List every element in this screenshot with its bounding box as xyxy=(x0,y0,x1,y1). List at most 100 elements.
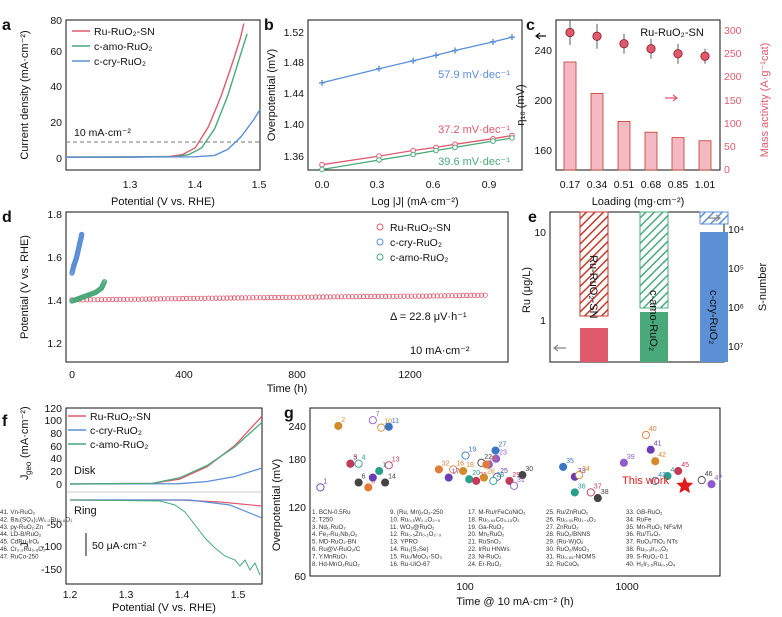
disk-line xyxy=(69,421,263,485)
data-point xyxy=(246,295,252,301)
tick-label: 10⁴ xyxy=(728,224,744,236)
data-point xyxy=(492,454,501,463)
data-point xyxy=(301,294,307,300)
data-point xyxy=(449,465,458,474)
reference-entry: 1. BCN-0.5Ru xyxy=(312,509,351,516)
panel-c-ylabel-right: Mass activity (A·g⁻¹cat) xyxy=(759,43,771,158)
tick-label: 1.6 xyxy=(47,252,62,264)
tick-label: 1.8 xyxy=(47,209,62,221)
reference-entry: 8. Hd-MnO₂RuO₂ xyxy=(312,561,360,568)
data-point xyxy=(371,293,378,299)
reference-entry: 7. Y.MnRuO₇ xyxy=(312,553,347,560)
point-label: 28 xyxy=(496,472,504,479)
data-point xyxy=(509,34,515,41)
reference-entry: 6. Ru@V-RuO₂/C xyxy=(312,546,361,553)
tick-label: -50 xyxy=(47,519,62,531)
data-point xyxy=(467,292,474,298)
tick-label: 20 xyxy=(50,466,62,478)
tick-label: 0.17 xyxy=(560,179,581,191)
data-point xyxy=(433,52,439,59)
tick-label: 0.68 xyxy=(641,179,662,191)
data-point xyxy=(346,459,355,468)
reference-entry: 33. GB-RuO₂ xyxy=(626,509,663,516)
panel-e-ylabel-left: Ru (μg/L) xyxy=(521,267,533,313)
panel-f-disk-label: Disk xyxy=(74,465,96,477)
data-point xyxy=(364,293,370,300)
reference-entry: 11. WO₃@RuO₂ xyxy=(390,524,435,531)
data-point xyxy=(505,476,514,485)
panel-letter-d: d xyxy=(2,209,12,226)
panel-c-frame xyxy=(555,19,721,171)
bar xyxy=(671,137,685,171)
panel-e: e Ru-RuO₂-SN c-amo-RuO₂ c-cry-RuO₂ 1 10 … xyxy=(521,209,769,363)
data-point xyxy=(375,466,384,476)
tick-label: 1200 xyxy=(398,369,422,381)
ring-line xyxy=(69,499,261,576)
tick-label: 0.34 xyxy=(587,179,608,191)
data-point xyxy=(697,476,706,485)
panel-c-ylabel-left: η₁₀ (mV) xyxy=(515,84,527,125)
point-label: 33 xyxy=(578,468,586,475)
reference-entry: 40. H₂Ir₁.₅Ru₀.₅O₄ xyxy=(626,561,676,568)
panel-e-yticks-right: 10⁴ 10⁵ 10⁶ 10⁷ xyxy=(728,224,744,353)
tick-label: 60 xyxy=(294,571,306,583)
data-point xyxy=(253,295,260,301)
data-point xyxy=(154,296,160,302)
data-point xyxy=(397,293,403,299)
tick-label: 40 xyxy=(50,81,62,93)
point-label: 32 xyxy=(442,460,450,467)
tick-label: 1.01 xyxy=(695,179,716,191)
data-point xyxy=(250,295,256,301)
point-label: 22 xyxy=(484,454,492,461)
tick-label: 0 xyxy=(724,164,730,176)
legend-swatch xyxy=(376,253,384,261)
axis-arrow-right xyxy=(708,214,721,222)
point-label: 27 xyxy=(499,442,507,449)
bar xyxy=(580,328,608,362)
point-label: 1 xyxy=(323,478,327,485)
panel-d-xlabel: Time (h) xyxy=(267,383,308,395)
data-point xyxy=(242,295,248,301)
point-label: 10 xyxy=(384,419,392,426)
ylabel-unit: (mA·cm⁻²) xyxy=(19,406,31,458)
bar-label: c-cry-RuO₂ xyxy=(707,290,719,344)
panel-g: g 12345678910111213141516171819202122232… xyxy=(0,405,722,608)
data-point xyxy=(202,295,208,301)
point-label: 30 xyxy=(525,466,533,473)
data-point xyxy=(368,473,377,482)
reference-entry: 23. Ni-RuO₂ xyxy=(468,553,502,560)
data-point xyxy=(117,296,123,302)
panel-letter-b: b xyxy=(264,17,274,34)
data-point xyxy=(619,458,628,467)
reference-entry: 41. Vn-RuO₂ xyxy=(0,509,36,516)
panel-a-legend: Ru-RuO₂-SN c-amo-RuO₂ c-cry-RuO₂ xyxy=(72,26,155,68)
reference-entry: 25. Ru/ZnRuO₂ xyxy=(546,509,589,516)
tick-label: 0 xyxy=(56,479,62,491)
reference-entry: 29. (Ru-W)Oₓ xyxy=(546,539,584,546)
data-point xyxy=(228,295,234,301)
tick-label: 180 xyxy=(288,454,306,466)
data-point xyxy=(509,481,519,490)
tick-label: 240 xyxy=(288,421,306,433)
panel-f-ring-label: Ring xyxy=(74,505,97,517)
data-point xyxy=(430,293,437,299)
this-work-label: This work xyxy=(622,475,670,487)
panel-g-xticks: 100 1000 xyxy=(456,581,639,593)
point-label: 19 xyxy=(469,447,477,454)
data-point xyxy=(205,295,212,301)
data-point xyxy=(423,293,429,299)
tick-label: 0 xyxy=(69,369,75,381)
data-point xyxy=(427,293,433,299)
tick-label: 80 xyxy=(50,15,62,27)
panel-f: f Ru-RuO₂-SN c-cry-RuO₂ c-amo-RuO₂ Disk … xyxy=(2,403,263,614)
reference-entry: 45. CdRu₂IrOₓ xyxy=(0,539,40,546)
reference-entry: 31. Ru₀.₈₅-NiOMS xyxy=(546,553,596,560)
panel-f-xlabel: Potential (V vs. RHE) xyxy=(112,602,216,614)
legend-swatch xyxy=(376,223,384,231)
data-point xyxy=(405,293,411,299)
legend-label: c-cry-RuO₂ xyxy=(94,56,146,68)
data-point xyxy=(354,459,363,468)
panel-f-ylabel-top: J geo (mA·cm⁻²) xyxy=(19,406,33,480)
data-point xyxy=(673,49,683,59)
